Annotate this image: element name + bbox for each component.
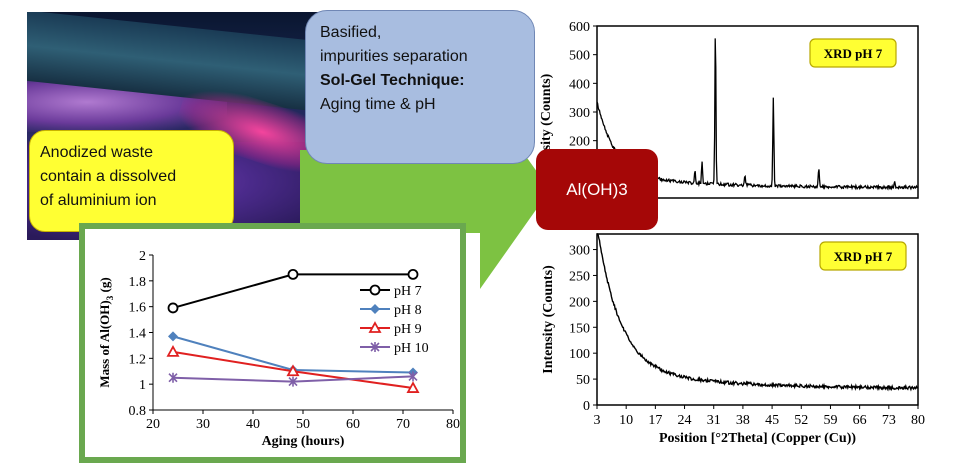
x-tick-label: 10 xyxy=(619,413,633,428)
x-tick-label: 50 xyxy=(296,417,310,432)
data-point xyxy=(406,381,420,393)
y-tick-label: 1.8 xyxy=(129,275,147,290)
y-tick-label: 400 xyxy=(569,77,590,92)
legend-label: pH 8 xyxy=(394,303,422,318)
x-tick-label: 31 xyxy=(707,413,721,428)
legend-marker xyxy=(370,304,380,314)
x-tick-label: 80 xyxy=(911,413,925,428)
data-point xyxy=(286,364,300,377)
x-axis-title: Position [°2Theta] (Copper (Cu)) xyxy=(659,431,856,446)
y-tick-label: 150 xyxy=(569,321,590,336)
data-point xyxy=(287,268,299,280)
data-point xyxy=(408,371,418,382)
data-point xyxy=(166,345,180,357)
y-tick-label: 100 xyxy=(569,347,590,362)
y-tick-label: 200 xyxy=(569,135,590,150)
x-tick-label: 3 xyxy=(594,413,601,428)
y-tick-label: 300 xyxy=(569,106,590,121)
legend-label: pH 10 xyxy=(394,341,429,356)
legend-label: pH 7 xyxy=(394,284,422,299)
x-tick-label: 59 xyxy=(823,413,837,428)
x-tick-label: 73 xyxy=(882,413,896,428)
y-tick-label: 0 xyxy=(583,399,590,414)
waste-label-line3: of aluminium ion xyxy=(40,192,157,209)
xrd-bottom-chart: 0 50 100 150 200 250 300 3 10 17 24 31 38 45 52 59 66 73 8… xyxy=(541,233,925,446)
x-axis-title: Aging (hours) xyxy=(262,434,345,449)
xrd-badge-label: XRD pH 7 xyxy=(824,46,883,61)
x-tick-label: 52 xyxy=(794,413,808,428)
x-tick-label: 20 xyxy=(146,417,160,432)
chart-frame xyxy=(79,223,466,463)
y-tick-label: 300 xyxy=(569,244,590,259)
process-note-line1: Basified, xyxy=(320,24,382,41)
legend-marker xyxy=(368,321,382,333)
product-label: Al(OH)3 xyxy=(536,149,658,230)
waste-label-line1: Anodized waste xyxy=(40,144,153,161)
y-tick-label: 0.8 xyxy=(129,404,147,419)
y-tick-label: 1.4 xyxy=(129,327,147,342)
xrd-badge xyxy=(819,241,907,271)
xrd-badge-label: XRD pH 7 xyxy=(834,249,893,264)
xrd-bottom-plot-frame xyxy=(596,233,919,406)
y-tick-label: 1.6 xyxy=(129,301,147,316)
y-tick-label: 2 xyxy=(139,249,146,264)
x-tick-label: 70 xyxy=(396,417,410,432)
data-point xyxy=(167,302,179,314)
mass-aging-chart: 0.8 1 1.2 1.4 1.6 1.8 2 20 30 40 50 60 70 80 Aging (ho… xyxy=(79,223,466,463)
waste-label-box: Anodized waste contain a dissolved of al… xyxy=(29,130,234,232)
x-tick-label: 80 xyxy=(446,417,460,432)
x-tick-label: 24 xyxy=(678,413,692,428)
process-note-line4: Aging time & pH xyxy=(320,96,436,113)
y-tick-label: 1.2 xyxy=(129,352,147,367)
x-tick-label: 60 xyxy=(346,417,360,432)
x-tick-label: 30 xyxy=(196,417,210,432)
data-point xyxy=(288,376,298,387)
process-note-bold-line: Sol-Gel Technique: xyxy=(320,72,465,89)
data-point xyxy=(407,268,419,280)
y-axis-title: Intensity (Counts) xyxy=(541,265,556,374)
y-tick-label: 250 xyxy=(569,269,590,284)
xrd-badge xyxy=(809,38,897,68)
process-note-bubble: Basified, impurities separation Sol-Gel … xyxy=(305,10,535,164)
y-tick-label: 50 xyxy=(576,373,590,388)
y-tick-label: 200 xyxy=(569,295,590,310)
waste-label-line2: contain a dissolved xyxy=(40,168,177,185)
data-point xyxy=(168,372,178,383)
x-tick-label: 40 xyxy=(246,417,260,432)
x-tick-label: 17 xyxy=(648,413,662,428)
y-tick-label: 1 xyxy=(139,378,146,393)
x-tick-label: 38 xyxy=(736,413,750,428)
legend-marker xyxy=(369,284,381,296)
y-tick-label: 600 xyxy=(569,20,590,35)
xrd-bottom-pattern xyxy=(596,233,918,392)
y-axis-title: Mass of Al(OH)3 (g) xyxy=(97,277,115,387)
data-point xyxy=(168,331,178,342)
legend-label: pH 9 xyxy=(394,322,422,337)
x-tick-label: 45 xyxy=(765,413,779,428)
legend-marker xyxy=(370,342,380,352)
y-tick-label: 500 xyxy=(569,49,590,64)
x-tick-label: 66 xyxy=(853,413,867,428)
process-note-line2: impurities separation xyxy=(320,48,468,65)
